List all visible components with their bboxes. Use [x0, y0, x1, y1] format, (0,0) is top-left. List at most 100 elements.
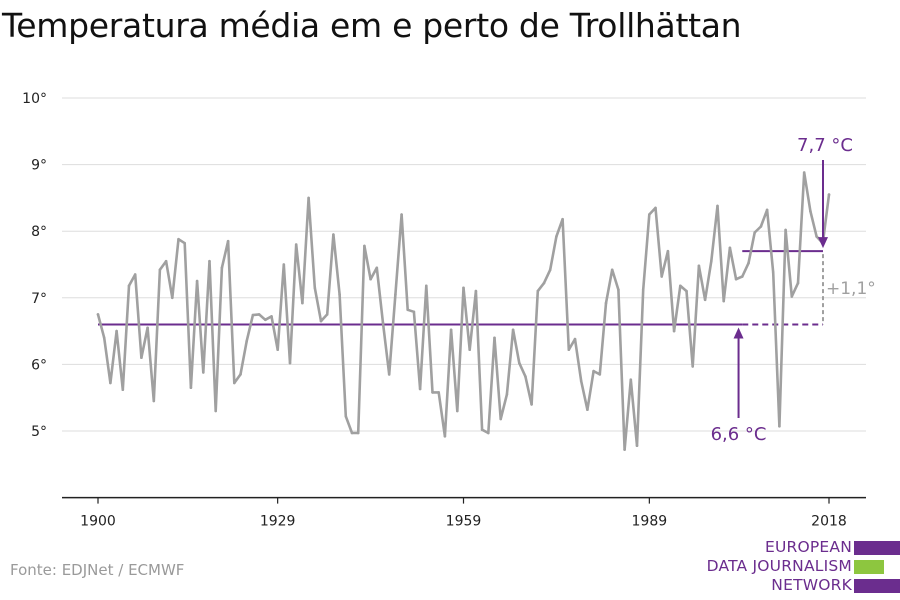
- data-point: [592, 369, 595, 373]
- data-point: [214, 409, 217, 413]
- data-point: [121, 388, 125, 392]
- data-point: [648, 213, 651, 216]
- data-point: [524, 375, 527, 378]
- data-point: [635, 444, 639, 448]
- data-point: [301, 301, 304, 305]
- x-tick-label: 1900: [80, 514, 116, 530]
- data-point: [270, 315, 273, 318]
- data-point: [586, 408, 589, 412]
- data-point: [146, 326, 149, 330]
- y-tick-label: 8°: [31, 224, 47, 240]
- data-point: [499, 417, 503, 421]
- y-tick-label: 10°: [22, 91, 47, 107]
- data-point: [734, 277, 738, 281]
- data-point: [716, 204, 719, 208]
- delta-label: +1,1°: [826, 279, 876, 299]
- data-point: [536, 289, 540, 293]
- data-point: [573, 337, 577, 341]
- data-point: [493, 336, 496, 340]
- data-point: [276, 348, 280, 352]
- x-tick-label: 1989: [632, 514, 668, 530]
- data-point: [412, 310, 416, 314]
- data-point: [462, 286, 465, 290]
- low-arrow-head: [733, 327, 744, 339]
- data-point: [202, 371, 205, 374]
- data-point: [641, 288, 645, 292]
- data-point: [96, 313, 100, 316]
- data-point: [530, 403, 533, 406]
- data-point: [815, 235, 818, 238]
- data-point: [282, 263, 286, 266]
- logo-bar-green: [854, 560, 884, 574]
- data-point: [325, 313, 329, 316]
- data-point: [288, 361, 292, 365]
- data-point: [102, 336, 106, 340]
- annotations: +1,1° 6,6 °C 7,7 °C: [711, 135, 876, 445]
- data-point: [555, 235, 558, 238]
- data-point: [474, 289, 478, 293]
- high-mean-label: 7,7 °C: [797, 135, 853, 156]
- data-point: [480, 428, 484, 432]
- data-point: [654, 206, 657, 210]
- data-point: [679, 284, 682, 288]
- data-point: [152, 399, 156, 403]
- data-point: [660, 275, 663, 278]
- data-point: [264, 318, 267, 322]
- data-point: [313, 286, 317, 290]
- data-point: [610, 268, 614, 272]
- data-point: [418, 387, 422, 391]
- y-axis-labels: 5° 6° 7° 8° 9° 10°: [22, 91, 47, 440]
- data-point: [239, 373, 242, 376]
- data-point: [548, 268, 552, 272]
- data-point: [710, 259, 713, 263]
- data-point: [598, 373, 602, 376]
- low-mean-label: 6,6 °C: [711, 424, 767, 445]
- data-point: [294, 243, 298, 246]
- data-point: [171, 296, 174, 300]
- data-point: [728, 246, 732, 250]
- data-point: [449, 328, 453, 332]
- data-point: [765, 208, 769, 212]
- data-point: [796, 281, 800, 285]
- high-arrow-head: [818, 237, 828, 249]
- data-point: [226, 239, 230, 243]
- data-point: [425, 284, 428, 288]
- data-point: [344, 415, 348, 418]
- logo-bar-purple-top: [854, 541, 900, 555]
- edjnet-logo[interactable]: EUROPEAN DATA JOURNALISM NETWORK: [700, 538, 900, 596]
- data-point: [257, 313, 261, 316]
- data-point: [604, 301, 608, 305]
- data-point: [356, 431, 360, 435]
- logo-line-2: DATA JOURNALISM: [706, 557, 852, 575]
- data-point: [505, 393, 509, 396]
- data-point: [437, 391, 441, 394]
- data-point: [133, 273, 137, 276]
- data-point: [208, 259, 211, 263]
- data-point: [672, 329, 676, 333]
- data-point: [747, 261, 750, 265]
- y-tick-label: 7°: [31, 291, 47, 307]
- y-tick-label: 5°: [31, 424, 47, 440]
- data-point: [245, 339, 248, 343]
- data-point: [350, 431, 354, 435]
- data-point: [511, 328, 515, 332]
- chart-title: Temperatura média em e perto de Trollhät…: [2, 6, 742, 45]
- y-tick-label: 6°: [31, 357, 47, 373]
- data-point: [177, 237, 180, 241]
- x-axis-labels: 1900 1929 1959 1989 2018: [80, 514, 847, 530]
- data-point: [741, 275, 744, 278]
- data-point: [802, 171, 806, 174]
- data-point: [629, 378, 633, 382]
- data-point: [158, 268, 162, 272]
- data-point: [703, 298, 707, 302]
- x-axis: [62, 496, 866, 504]
- data-point: [468, 348, 472, 352]
- logo-bar-purple-bottom: [854, 579, 900, 593]
- data-point: [183, 241, 186, 245]
- data-point: [369, 277, 372, 281]
- data-point: [567, 348, 571, 352]
- data-point: [579, 379, 583, 383]
- data-point: [164, 259, 168, 263]
- data-point: [127, 284, 131, 288]
